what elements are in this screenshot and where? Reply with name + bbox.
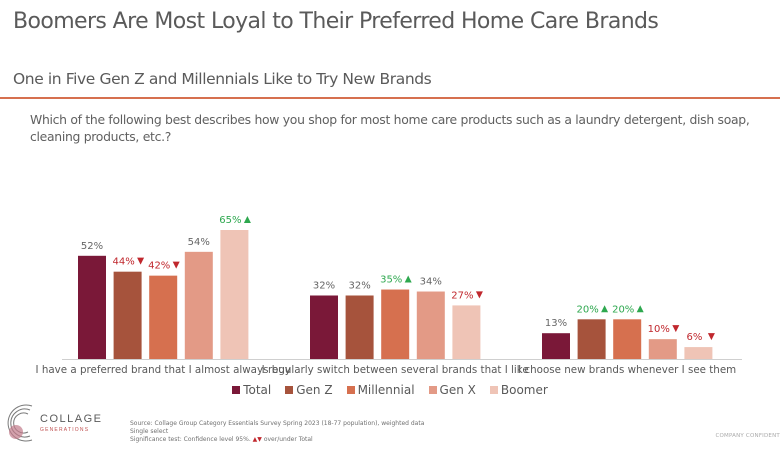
triangle-down-icon: [475, 291, 483, 299]
bar-millennial: [381, 289, 410, 359]
legend-label: Millennial: [357, 383, 415, 397]
legend-swatch: [428, 386, 437, 394]
bar-boomer: [452, 305, 481, 359]
data-label: 13%: [545, 318, 567, 329]
triangle-down-icon: [137, 257, 145, 265]
significance-note: Significance test: Confidence level 95%.…: [130, 436, 313, 443]
data-label: 20%: [612, 304, 634, 315]
data-label: 54%: [188, 237, 210, 248]
data-label: 27%: [451, 290, 473, 301]
legend-swatch: [346, 386, 355, 394]
data-label: 35%: [380, 275, 402, 286]
collage-logo: COLLAGE GENERATIONS: [7, 404, 102, 442]
data-label: 34%: [420, 277, 442, 288]
bar-gen-z: [345, 295, 374, 359]
triangle-up-icon: [636, 305, 644, 313]
select-note: Single select: [130, 428, 169, 435]
data-label: 20%: [576, 304, 598, 315]
legend-swatch: [285, 386, 294, 394]
bar-gen-x: [184, 251, 213, 359]
bar-gen-z: [577, 319, 606, 359]
legend-label: Gen X: [439, 383, 476, 397]
data-label: 6%: [686, 332, 702, 343]
legend-item: Gen Z: [285, 383, 333, 397]
triangle-up-icon: [243, 216, 251, 223]
bar-total: [542, 333, 570, 359]
legend-swatch: [489, 386, 498, 394]
bar-gen-x: [416, 291, 445, 359]
triangle-up-icon: [601, 305, 609, 313]
slide-subtitle: One in Five Gen Z and Millennials Like t…: [13, 70, 432, 88]
survey-question: Which of the following best describes ho…: [30, 112, 750, 144]
data-label: 65%: [219, 215, 241, 226]
bar-total: [78, 255, 106, 359]
footnote: Source: Collage Group Category Essential…: [130, 420, 424, 444]
triangle-down-icon: [672, 325, 680, 333]
bar-total: [310, 295, 338, 359]
data-label: 42%: [148, 261, 170, 272]
data-label: 32%: [348, 280, 370, 291]
bar-boomer: [684, 347, 713, 359]
category-label: I choose new brands whenever I see them: [518, 364, 736, 376]
slide-title: Boomers Are Most Loyal to Their Preferre…: [13, 9, 659, 34]
data-label: 10%: [648, 324, 670, 335]
triangle-down-icon: [707, 333, 715, 341]
bar-millennial: [149, 275, 178, 359]
legend-swatch: [232, 386, 241, 394]
data-label: 52%: [81, 241, 103, 252]
confidential-label: COMPANY CONFIDENT: [715, 433, 780, 439]
legend-label: Boomer: [500, 383, 548, 397]
legend-label: Gen Z: [296, 383, 333, 397]
triangle-down-icon: [172, 261, 180, 269]
category-label: I have a preferred brand that I almost a…: [36, 364, 291, 376]
source-note: Source: Collage Group Category Essential…: [130, 420, 425, 427]
bar-gen-z: [113, 271, 142, 359]
bar-millennial: [613, 319, 642, 359]
data-label: 44%: [112, 257, 134, 268]
triangle-up-icon: [404, 275, 412, 283]
legend-item: Millennial: [346, 383, 415, 397]
data-label: 32%: [313, 280, 335, 291]
logo-text-generations: GENERATIONS: [40, 427, 89, 433]
divider: [0, 97, 780, 99]
category-label: I regularly switch between several brand…: [262, 364, 529, 376]
bar-boomer: [220, 230, 249, 359]
logo-text-collage: COLLAGE: [40, 413, 102, 425]
legend-item: Boomer: [489, 383, 548, 397]
legend-label: Total: [243, 383, 272, 397]
legend-item: Total: [232, 383, 271, 397]
significance-arrows-icon: ▲▼: [252, 436, 262, 443]
legend: Total Gen Z Millennial Gen X Boomer: [0, 383, 780, 397]
bar-gen-x: [648, 339, 677, 359]
legend-item: Gen X: [428, 383, 476, 397]
